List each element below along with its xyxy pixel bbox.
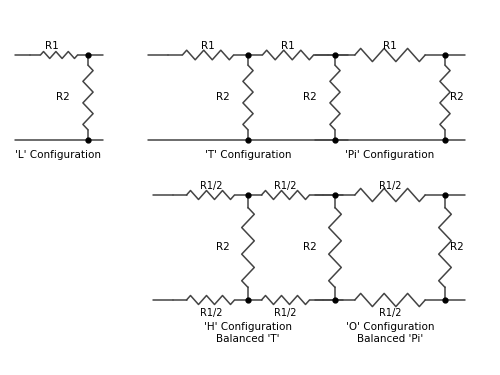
Text: R2: R2 <box>56 92 70 102</box>
Text: R1/2: R1/2 <box>200 181 222 191</box>
Text: 'T' Configuration: 'T' Configuration <box>205 150 291 160</box>
Text: R1: R1 <box>45 41 59 51</box>
Text: 'L' Configuration: 'L' Configuration <box>15 150 101 160</box>
Text: R2: R2 <box>216 92 230 102</box>
Text: 'H' Configuration
Balanced 'T': 'H' Configuration Balanced 'T' <box>204 322 292 344</box>
Text: R1: R1 <box>201 41 215 51</box>
Text: R1/2: R1/2 <box>200 308 222 318</box>
Text: R1: R1 <box>281 41 295 51</box>
Text: R1/2: R1/2 <box>274 308 296 318</box>
Text: R2: R2 <box>303 242 317 252</box>
Text: R1/2: R1/2 <box>379 181 401 191</box>
Text: 'Pi' Configuration: 'Pi' Configuration <box>346 150 434 160</box>
Text: R2: R2 <box>450 92 464 102</box>
Text: R1: R1 <box>383 41 397 51</box>
Text: 'O' Configuration
Balanced 'Pi': 'O' Configuration Balanced 'Pi' <box>346 322 434 344</box>
Text: R2: R2 <box>450 242 464 252</box>
Text: R1/2: R1/2 <box>274 181 296 191</box>
Text: R2: R2 <box>216 242 230 252</box>
Text: R1/2: R1/2 <box>379 308 401 318</box>
Text: R2: R2 <box>303 92 317 102</box>
